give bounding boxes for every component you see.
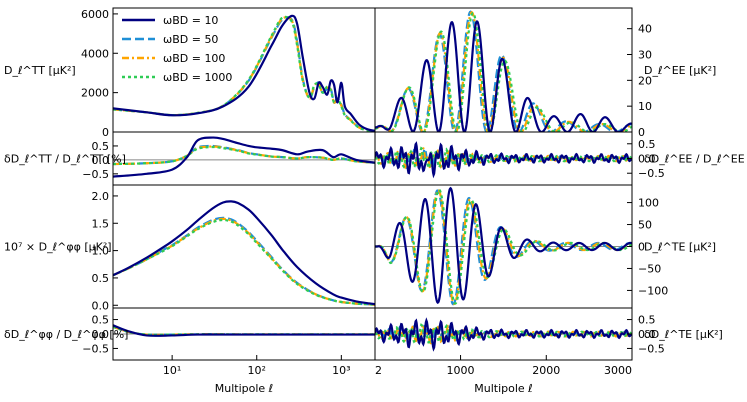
ee-series-3 xyxy=(375,11,632,132)
ee-series-4 xyxy=(375,11,632,132)
tt_res-series-1 xyxy=(113,136,375,178)
pp_res-ytick-label: 0.0 xyxy=(92,328,110,341)
pp-ylabel: 10⁷ × D_ℓ^φφ [μK²] xyxy=(4,241,112,254)
te_res-ytick-label: 0.5 xyxy=(638,314,656,327)
right-xtick-label: 1000 xyxy=(447,364,475,377)
te_res-ytick-label: −0.5 xyxy=(638,342,665,355)
legend-label-1: ωBD = 10 xyxy=(163,14,218,27)
ee-ytick-label: 40 xyxy=(638,23,652,36)
pp-series-1 xyxy=(113,200,375,306)
ee-ytick-label: 0 xyxy=(638,126,645,139)
tt_res-ytick-label: 0.5 xyxy=(92,140,110,153)
tt-ylabel: D_ℓ^TT [μK²] xyxy=(4,64,76,77)
tt-ytick-label: 6000 xyxy=(81,8,109,21)
pp-frame xyxy=(112,184,376,309)
pp-ytick-label: 2.0 xyxy=(92,190,110,203)
left-xlabel: Multipole ℓ xyxy=(215,382,273,395)
tt_res-ylabel: δD_ℓ^TT / D_ℓ^TT [%] xyxy=(4,153,126,166)
tt_res-series-4 xyxy=(113,145,375,166)
right-xtick-label: 3000 xyxy=(604,364,632,377)
te_res-ytick-label: 0.0 xyxy=(638,328,656,341)
pp_res-ytick-label: −0.5 xyxy=(82,342,109,355)
pp-ytick-label: 1.5 xyxy=(92,217,110,230)
pp-series-3 xyxy=(113,217,375,306)
tt_res-ytick-label: −0.5 xyxy=(82,168,109,181)
pp_res-series-1 xyxy=(113,324,375,337)
ee-ytick-label: 30 xyxy=(638,49,652,62)
pp-ytick-label: 0.5 xyxy=(92,272,110,285)
te-ylabel: D_ℓ^TE [μK²] xyxy=(644,241,716,254)
ee-ytick-label: 20 xyxy=(638,74,652,87)
ee-series-1 xyxy=(375,20,632,132)
te-ytick-label: −100 xyxy=(638,284,668,297)
ee-series-2 xyxy=(375,10,632,132)
te-ytick-label: −50 xyxy=(638,262,661,275)
ee-ytick-label: 10 xyxy=(638,100,652,113)
left-xtick-label: 10² xyxy=(248,364,266,377)
tt-ytick-label: 2000 xyxy=(81,87,109,100)
ee_res-ytick-label: 0.0 xyxy=(638,153,656,166)
te-series-1 xyxy=(375,186,632,304)
ee-ylabel: D_ℓ^EE [μK²] xyxy=(644,64,716,77)
tt_res-series-2 xyxy=(113,144,375,166)
te-ytick-label: 50 xyxy=(638,219,652,232)
right-xtick-label: 2000 xyxy=(532,364,560,377)
pp_res-ytick-label: 0.5 xyxy=(92,314,110,327)
left-xtick-label: 10¹ xyxy=(163,364,181,377)
right-xlabel: Multipole ℓ xyxy=(474,382,532,395)
tt-series-1 xyxy=(113,14,375,132)
ee-frame xyxy=(374,7,633,133)
tt_res-series-3 xyxy=(113,145,375,166)
tt-ytick-label: 4000 xyxy=(81,47,109,60)
ee_res-ytick-label: −0.5 xyxy=(638,167,665,180)
pp-series-2 xyxy=(113,216,375,306)
legend-label-3: ωBD = 100 xyxy=(163,52,225,65)
tt-series-4 xyxy=(113,15,375,132)
te_res-series-1 xyxy=(375,317,632,352)
right-xtick-label: 2 xyxy=(375,364,382,377)
te-ytick-label: 100 xyxy=(638,197,659,210)
tt_res-ytick-label: 0.0 xyxy=(92,154,110,167)
left-xtick-label: 10³ xyxy=(332,364,350,377)
te-ytick-label: 0 xyxy=(638,241,645,254)
ee_res-series-1 xyxy=(375,141,632,179)
pp-ytick-label: 1.0 xyxy=(92,245,110,258)
te_res-ylabel: δD_ℓ^TE [μK²] xyxy=(644,328,723,341)
ee_res-ylabel: δD_ℓ^EE / D_ℓ^EE [%] xyxy=(644,153,747,166)
ee_res-ytick-label: 0.5 xyxy=(638,138,656,151)
tt-ytick-label: 0 xyxy=(102,126,109,139)
legend-label-4: ωBD = 1000 xyxy=(163,71,232,84)
pp-series-4 xyxy=(113,218,375,306)
pp-ytick-label: 0.0 xyxy=(92,299,110,312)
legend: ωBD = 10 ωBD = 50 ωBD = 100 ωBD = 1000 xyxy=(122,14,232,84)
pp_res-ylabel: δD_ℓ^φφ / D_ℓ^φφ [%] xyxy=(4,328,128,341)
te-series-4 xyxy=(375,188,632,305)
legend-label-2: ωBD = 50 xyxy=(163,33,218,46)
